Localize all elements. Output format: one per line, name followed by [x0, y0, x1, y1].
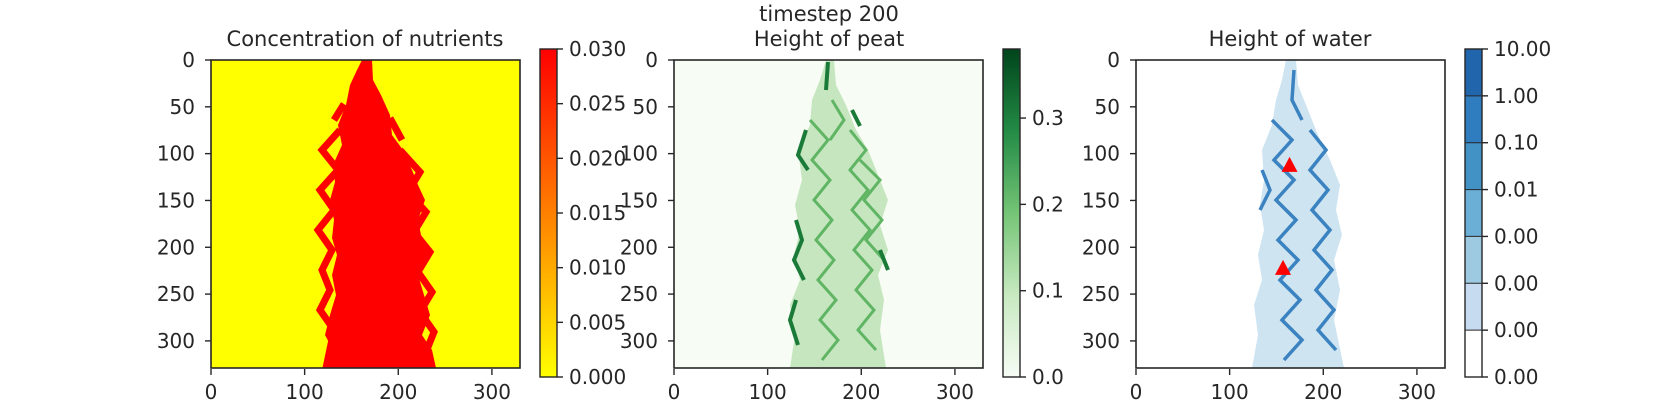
water-colorbar-tick-label: 0.00: [1494, 365, 1539, 389]
nutrients-ytick-label: 300: [157, 329, 195, 353]
panel-nutrients: Concentration of nutrients 0 100 200 300 0 50…: [157, 27, 626, 404]
nutrients-axes-frame: [210, 59, 521, 369]
peat-xtick-label: 200: [842, 380, 880, 404]
peat-colorbar-tick-label: 0.3: [1032, 106, 1064, 130]
nutrients-colorbar-gradient: [539, 48, 558, 378]
panel-peat-title: Height of peat: [754, 27, 904, 51]
water-colorbar-tick-label: 0.00: [1494, 318, 1539, 342]
water-colorbar-band: [1465, 142, 1482, 190]
nutrients-ytick-label: 200: [157, 235, 195, 259]
figure-suptitle: timestep 200: [759, 2, 899, 26]
water-xtick-label: 200: [1304, 380, 1342, 404]
water-colorbar-frame: [1464, 48, 1483, 378]
water-ytick-label: 0: [1107, 48, 1120, 72]
peat-ytick-label: 200: [620, 235, 658, 259]
peat-colorbar: 0.0 0.1 0.2 0.3: [1002, 48, 1064, 389]
water-colorbar-band: [1465, 49, 1482, 96]
water-ytick-label: 150: [1082, 188, 1120, 212]
water-channel-mesh: [1258, 69, 1338, 362]
peat-xtick-label: 100: [749, 380, 787, 404]
nutrients-colorbar-tick-label: 0.010: [569, 256, 626, 280]
water-colorbar: 0.00 0.00 0.00 0.00 0.01 0.10 1.00 10.00: [1464, 37, 1551, 389]
water-xtick-label: 0: [1130, 380, 1143, 404]
water-ytick-label: 200: [1082, 235, 1120, 259]
water-colorbar-band: [1465, 283, 1482, 331]
peat-channel-network: [787, 60, 890, 368]
nutrients-xtick-label: 100: [286, 380, 324, 404]
nutrients-channel-body: [325, 60, 436, 368]
nutrients-ytick-label: 150: [157, 188, 195, 212]
peat-xtick-label: 300: [936, 380, 974, 404]
nutrients-xtick-label: 300: [473, 380, 511, 404]
panel-peat: Height of peat 0 100 200 300 0 50 100 150 200 250…: [620, 27, 1064, 404]
nutrients-colorbar-tick-label: 0.020: [569, 146, 626, 170]
water-ytick-label: 50: [1095, 95, 1120, 119]
nutrients-colorbar-tick-label: 0.005: [569, 310, 626, 334]
nutrients-channel-branches: [313, 102, 438, 368]
peat-colorbar-tick-label: 0.0: [1032, 365, 1064, 389]
peat-ytick-label: 50: [633, 95, 658, 119]
water-colorbar-band: [1465, 330, 1482, 377]
water-channel-body: [1252, 60, 1344, 368]
peat-colorbar-gradient: [1002, 48, 1021, 378]
water-colorbar-band: [1465, 189, 1482, 237]
water-colorbar-band: [1465, 95, 1482, 143]
nutrients-xtick-label: 0: [205, 380, 218, 404]
water-channel-network: [1252, 60, 1344, 368]
peat-ytick-label: 300: [620, 329, 658, 353]
peat-ytick-label: 100: [620, 142, 658, 166]
peat-ytick-label: 0: [645, 48, 658, 72]
water-ytick-label: 250: [1082, 282, 1120, 306]
peat-ytick-label: 250: [620, 282, 658, 306]
nutrients-colorbar: 0.000 0.005 0.010 0.015 0.020 0.025 0.030: [539, 37, 626, 389]
nutrients-colorbar-tick-label: 0.015: [569, 201, 626, 225]
water-colorbar-band: [1465, 236, 1482, 284]
water-colorbar-tick-label: 0.00: [1494, 224, 1539, 248]
water-xtick-label: 300: [1398, 380, 1436, 404]
nutrients-ytick-label: 100: [157, 142, 195, 166]
peat-dark-edges: [787, 61, 890, 346]
nutrients-ytick-label: 0: [182, 48, 195, 72]
water-colorbar-tick-label: 0.01: [1494, 178, 1539, 202]
nutrients-channel-network: [313, 60, 438, 368]
peat-colorbar-tick-label: 0.1: [1032, 279, 1064, 303]
peat-xtick-label: 0: [668, 380, 681, 404]
peat-ytick-label: 150: [620, 188, 658, 212]
nutrients-ytick-label: 50: [170, 95, 195, 119]
nutrients-colorbar-tick-label: 0.030: [569, 37, 626, 61]
water-ytick-label: 300: [1082, 329, 1120, 353]
nutrients-colorbar-tick-label: 0.000: [569, 365, 626, 389]
water-xtick-label: 100: [1211, 380, 1249, 404]
water-triangle-marker: [1281, 156, 1298, 172]
water-colorbar-tick-label: 0.10: [1494, 131, 1539, 155]
peat-colorbar-tick-label: 0.2: [1032, 192, 1064, 216]
water-colorbar-tick-label: 10.00: [1494, 37, 1551, 61]
water-axes-frame: [1135, 59, 1446, 369]
water-ytick-label: 100: [1082, 142, 1120, 166]
nutrients-colorbar-tick-label: 0.025: [569, 92, 626, 116]
panel-nutrients-title: Concentration of nutrients: [227, 27, 504, 51]
peat-channel-body: [790, 60, 888, 368]
nutrients-ytick-label: 250: [157, 282, 195, 306]
nutrients-xtick-label: 200: [379, 380, 417, 404]
peat-channel-mesh: [808, 99, 886, 361]
water-triangle-marker: [1275, 259, 1292, 275]
panel-water-title: Height of water: [1209, 27, 1372, 51]
water-colorbar-tick-label: 1.00: [1494, 84, 1539, 108]
peat-axes-frame: [673, 59, 984, 369]
panel-water: Height of water 0 100 200 300 0 50 100 150 200 25…: [1082, 27, 1551, 404]
water-colorbar-tick-label: 0.00: [1494, 271, 1539, 295]
